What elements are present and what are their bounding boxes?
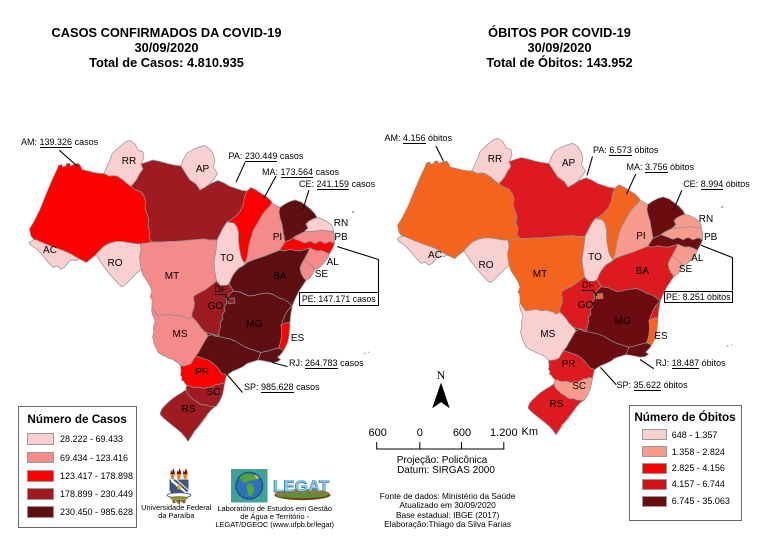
svg-text:LEGAT: LEGAT — [273, 476, 330, 495]
svg-text:LEGAT: LEGAT — [273, 477, 330, 496]
svg-text:UFPB: UFPB — [174, 500, 184, 504]
